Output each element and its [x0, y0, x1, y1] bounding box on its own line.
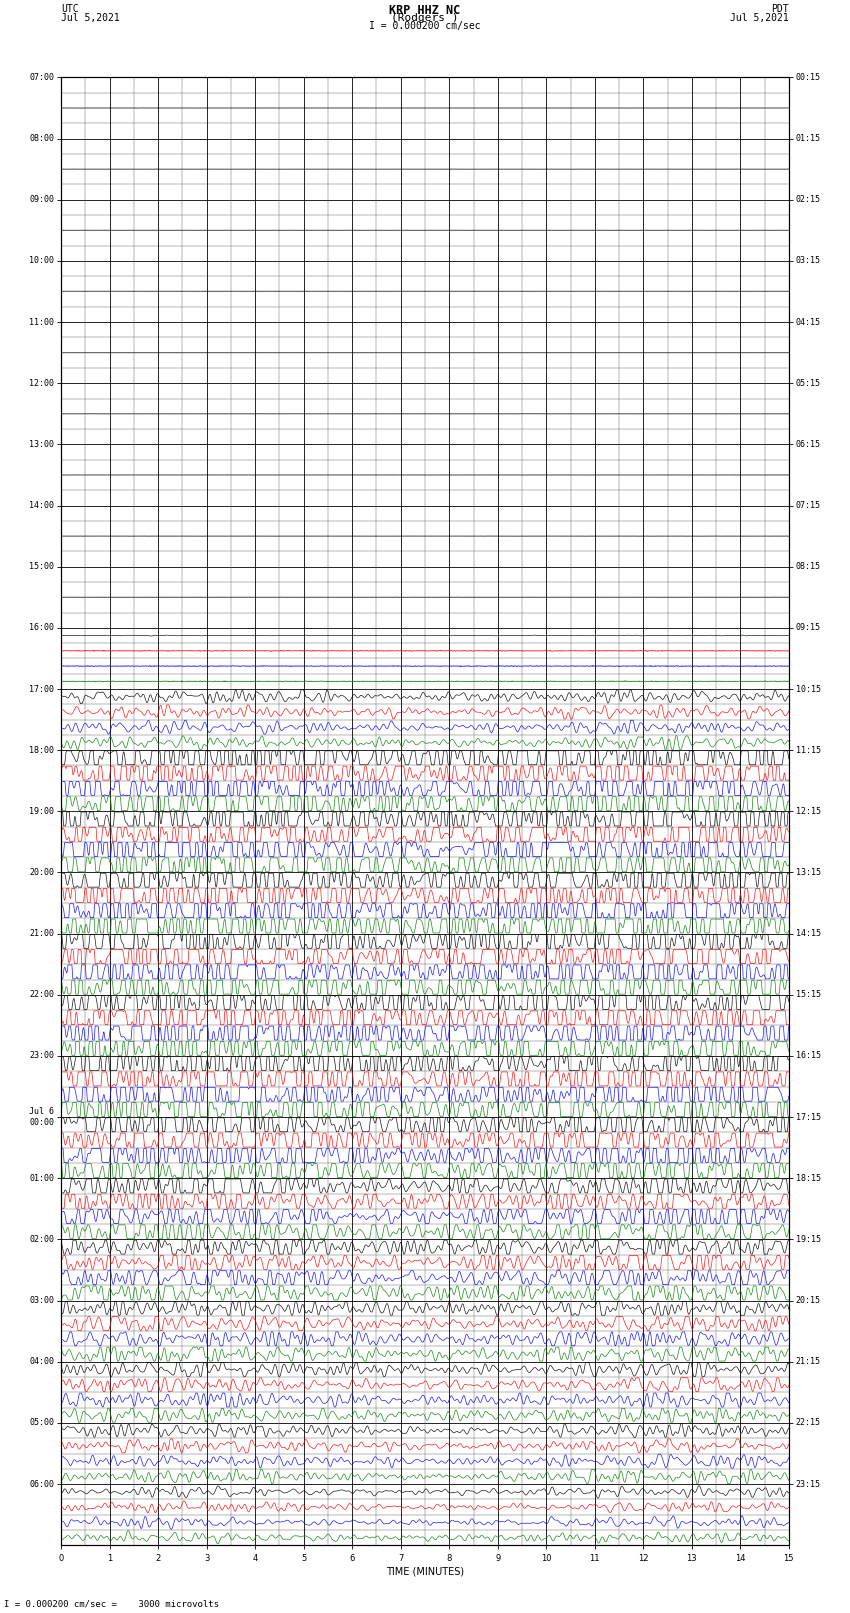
Text: UTC: UTC	[61, 5, 79, 15]
Text: I = 0.000200 cm/sec: I = 0.000200 cm/sec	[369, 21, 481, 31]
Text: I = 0.000200 cm/sec =    3000 microvolts: I = 0.000200 cm/sec = 3000 microvolts	[4, 1598, 219, 1608]
Text: PDT: PDT	[771, 5, 789, 15]
X-axis label: TIME (MINUTES): TIME (MINUTES)	[386, 1566, 464, 1576]
Text: Jul 5,2021: Jul 5,2021	[730, 13, 789, 23]
Text: KRP HHZ NC: KRP HHZ NC	[389, 5, 461, 18]
Text: (Rodgers ): (Rodgers )	[391, 13, 459, 23]
Text: Jul 5,2021: Jul 5,2021	[61, 13, 120, 23]
